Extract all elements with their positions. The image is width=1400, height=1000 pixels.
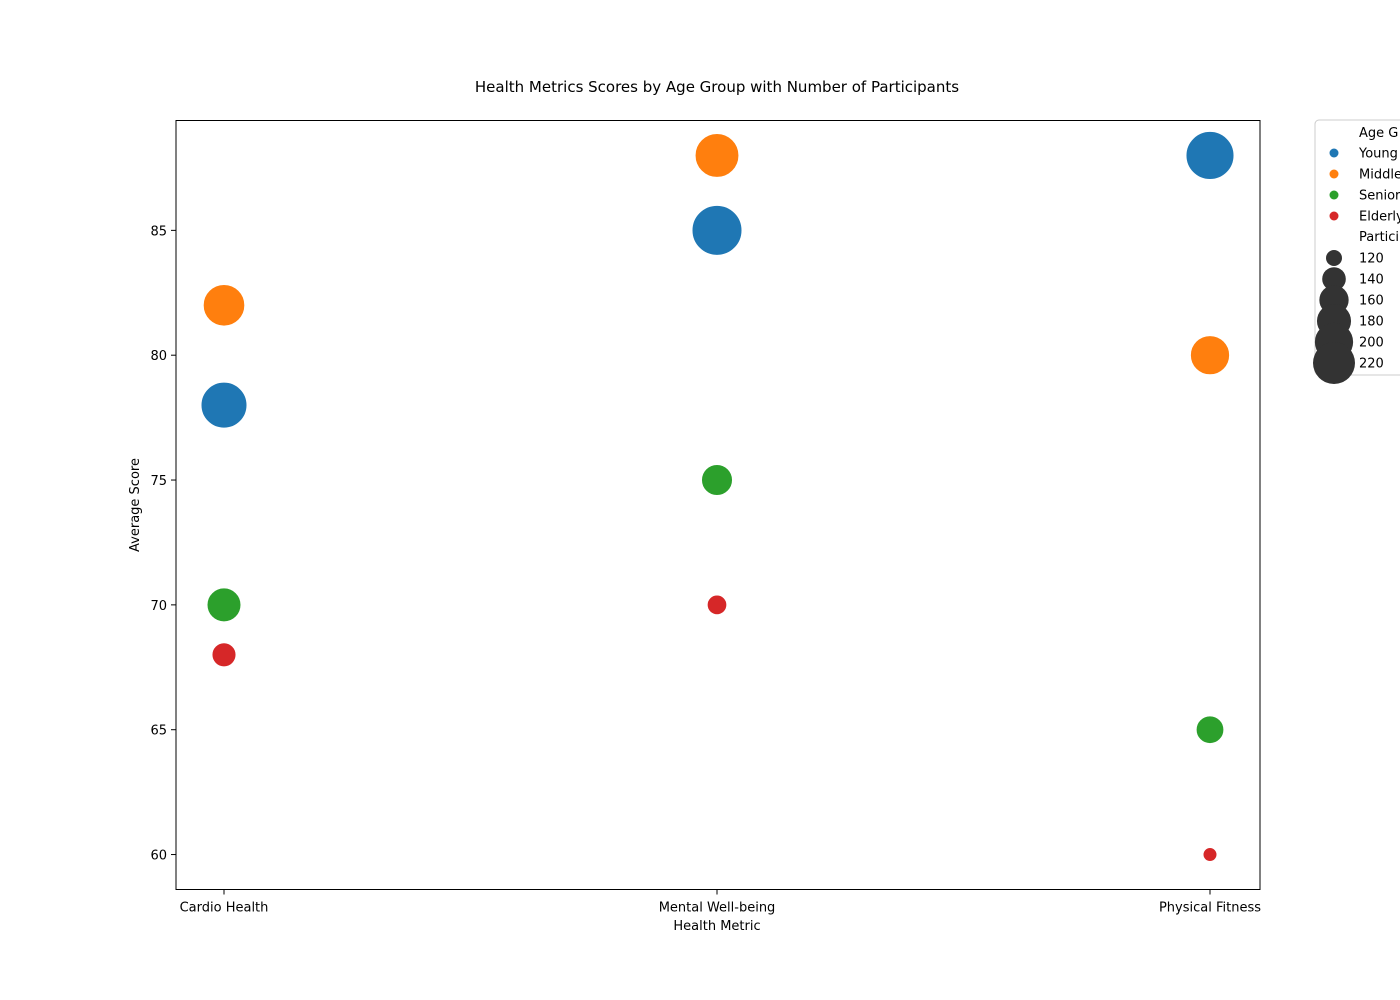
x-tick-label: Mental Well-being [659,901,776,916]
point-senior-2 [1195,715,1225,745]
point-middle-2 [1189,335,1231,376]
legend-marker-middle [1329,169,1339,179]
legend-size-label: 120 [1359,252,1384,267]
point-elderly-1 [706,594,728,616]
legend-size-label: 200 [1359,336,1384,351]
x-axis-label: Health Metric [673,919,760,934]
scatter-marks [200,130,1235,863]
point-senior-0 [206,587,242,623]
legend-size-title: Partici [1359,230,1399,245]
legend-size-label: 140 [1359,273,1384,288]
y-axis-label: Average Score [128,458,143,552]
y-tick-label: 70 [150,599,167,614]
x-tick-label: Physical Fitness [1159,901,1261,916]
legend-label-middle: Middle [1359,168,1400,183]
legend-label-elderly: Elderly [1359,210,1400,225]
legend: Age G Young Middle Senior Elderly Partici 120 1… [1313,119,1400,384]
point-senior-1 [700,464,734,497]
y-tick-label: 75 [150,474,167,489]
legend-size-label: 160 [1359,294,1384,309]
y-tick-label: 65 [150,724,167,739]
legend-size-label: 220 [1359,357,1384,372]
point-middle-0 [202,283,246,327]
legend-label-senior: Senior [1359,189,1400,204]
y-tick-label: 85 [150,224,167,239]
legend-marker-young [1329,148,1339,158]
point-young-2 [1185,130,1235,180]
legend-size-marker [1322,267,1346,291]
y-axis-ticks: 60 65 70 75 80 85 [150,224,176,864]
y-tick-label: 60 [150,849,167,864]
chart-title: Health Metrics Scores by Age Group with … [475,78,959,96]
legend-size-marker [1326,250,1342,266]
legend-marker-elderly [1329,211,1339,221]
legend-marker-senior [1329,190,1339,200]
point-young-0 [200,381,248,429]
point-elderly-0 [211,642,237,668]
x-tick-label: Cardio Health [180,901,269,916]
legend-hue-title: Age G [1359,126,1398,141]
y-tick-label: 80 [150,349,167,364]
point-young-1 [691,204,743,256]
legend-size-marker [1313,342,1355,384]
legend-size-label: 180 [1359,315,1384,330]
legend-label-young: Young [1358,147,1398,162]
x-axis-ticks: Cardio Health Mental Well-being Physical F… [180,889,1261,916]
point-middle-1 [694,133,740,178]
plot-frame [175,120,1261,890]
point-elderly-2 [1202,847,1218,863]
